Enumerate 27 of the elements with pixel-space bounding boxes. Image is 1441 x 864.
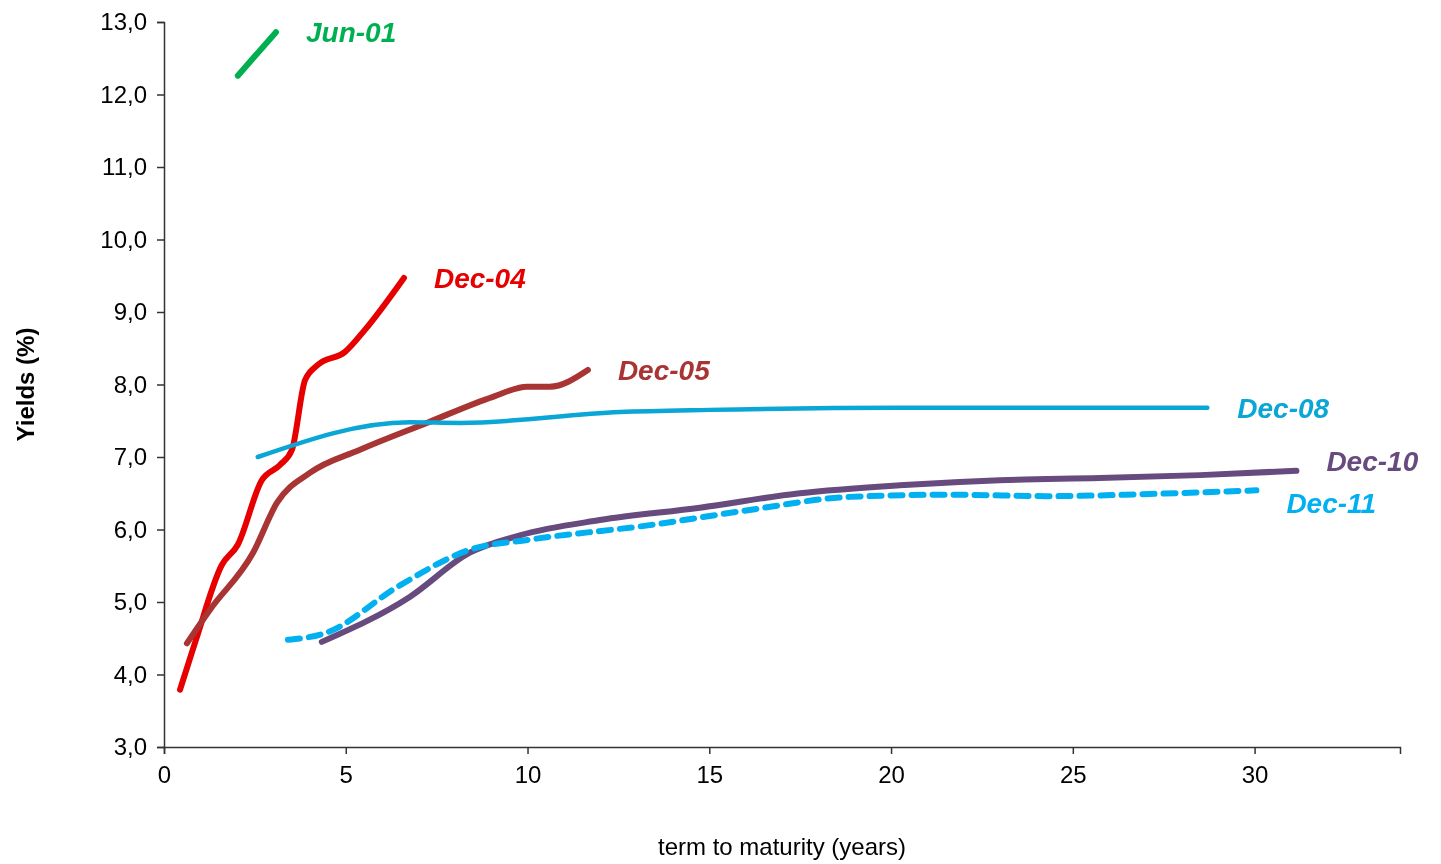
series-label: Dec-10	[1326, 445, 1419, 477]
y-tick-label: 3,0	[113, 733, 147, 761]
x-tick-label: 5	[339, 761, 353, 789]
x-tick-label: 20	[878, 761, 905, 789]
y-tick-label: 8,0	[113, 370, 147, 398]
y-tick-label: 6,0	[113, 515, 147, 543]
y-tick-label: 13,0	[100, 8, 147, 36]
y-tick-label: 10,0	[100, 225, 147, 253]
series-label: Jun-01	[305, 16, 397, 48]
series-label: Dec-08	[1237, 392, 1330, 424]
x-axis-title: term to maturity (years)	[657, 833, 907, 860]
x-tick-label: 30	[1241, 761, 1269, 789]
x-tick-label: 0	[157, 761, 172, 789]
series-label: Dec-11	[1286, 487, 1377, 519]
y-tick-label: 11,0	[102, 153, 147, 181]
y-tick-label: 9,0	[113, 298, 147, 326]
y-tick-label: 5,0	[113, 588, 147, 616]
x-tick-label: 25	[1059, 761, 1087, 789]
series-label: Dec-04	[433, 262, 527, 294]
line-series	[255, 405, 1210, 460]
y-axis-title: Yields (%)	[12, 327, 39, 442]
x-tick-label: 10	[514, 761, 542, 789]
x-tick-label: 15	[696, 761, 724, 789]
y-tick-label: 12,0	[100, 80, 147, 108]
y-tick-label: 7,0	[113, 443, 147, 471]
y-tick-label: 4,0	[113, 660, 147, 688]
series-label: Dec-05	[617, 354, 711, 386]
